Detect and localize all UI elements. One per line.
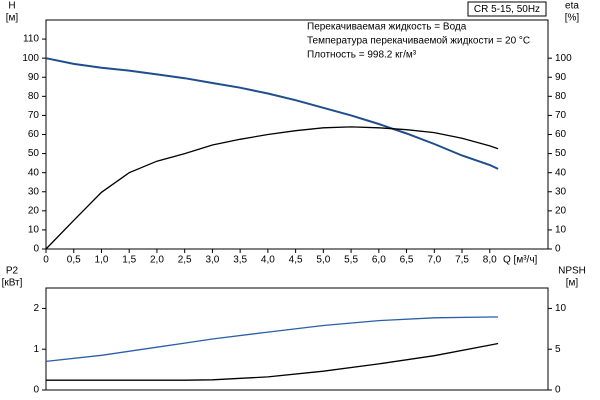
y2-tick-label: 30 (555, 186, 567, 197)
y2-axis-unit: [%] (565, 13, 580, 24)
series-line (45, 316, 499, 363)
y-tick-label: 0 (33, 385, 39, 396)
annotation: Температура перекачиваемой жидкости = 20… (307, 36, 530, 47)
y2-tick-label: 60 (555, 129, 567, 140)
y-tick-label: 20 (28, 205, 40, 216)
x-tick-label: 1,0 (95, 255, 109, 266)
y-axis-unit: [кВт] (2, 278, 23, 289)
plot-frame (45, 19, 549, 250)
y2-tick-label: 5 (555, 344, 561, 355)
x-tick-label: 1,5 (122, 255, 136, 266)
y-tick-label: 1 (33, 344, 39, 355)
y2-tick-label: 90 (555, 72, 567, 83)
y-tick-label: 70 (28, 110, 40, 121)
y2-tick-label: 0 (555, 385, 561, 396)
x-tick-label: 4,0 (261, 255, 275, 266)
x-tick-label: 5,0 (316, 255, 330, 266)
series-line (45, 126, 499, 250)
y2-tick-label: 10 (555, 225, 567, 236)
y2-tick-label: 10 (555, 303, 567, 314)
plot-frame (45, 287, 549, 391)
y-tick-label: 2 (33, 303, 39, 314)
x-tick-label: 7,5 (455, 255, 469, 266)
annotation: Плотность = 998.2 кг/м³ (307, 50, 417, 61)
y-tick-label: 100 (22, 53, 39, 64)
x-tick-label: 3,5 (233, 255, 247, 266)
y-tick-label: 80 (28, 91, 40, 102)
x-tick-label: 2,0 (150, 255, 164, 266)
x-tick-label: 4,5 (289, 255, 303, 266)
y2-tick-label: 70 (555, 110, 567, 121)
x-tick-label: 3,0 (205, 255, 219, 266)
y-tick-label: 0 (33, 244, 39, 255)
x-tick-label: 5,5 (344, 255, 358, 266)
y2-tick-label: 50 (555, 148, 567, 159)
model-box (467, 1, 547, 17)
y2-tick-label: 100 (555, 53, 572, 64)
y2-axis-label: NPSH (558, 266, 586, 277)
y-tick-label: 110 (23, 34, 39, 45)
series-line (46, 342, 499, 381)
y2-tick-label: 20 (555, 205, 567, 216)
y2-tick-label: 80 (555, 91, 567, 102)
y2-tick-label: 40 (555, 167, 567, 178)
y-axis-unit: [м] (6, 13, 19, 24)
y-tick-label: 40 (28, 167, 40, 178)
y-tick-label: 90 (28, 72, 40, 83)
x-tick-label: 6,0 (372, 255, 386, 266)
y-tick-label: 10 (28, 225, 40, 236)
x-tick-label: 0,5 (67, 255, 81, 266)
y-axis-label: P2 (6, 266, 19, 277)
x-tick-label: 7,0 (427, 255, 441, 266)
x-tick-label: 0 (43, 255, 49, 266)
y2-axis-unit: [м] (566, 278, 579, 289)
y-tick-label: 60 (28, 129, 40, 140)
y2-tick-label: 0 (555, 244, 561, 255)
annotation: Перекачиваемая жидкость = Вода (307, 22, 467, 33)
x-tick-label: 6,5 (400, 255, 414, 266)
model-label: CR 5-15, 50Hz (474, 4, 540, 15)
y-axis-label: H (8, 1, 15, 12)
series-line (45, 57, 499, 170)
x-axis-label: Q [м³/ч] (503, 255, 538, 266)
y-tick-label: 30 (28, 186, 40, 197)
x-tick-label: 8,0 (483, 255, 497, 266)
x-tick-label: 2,5 (178, 255, 192, 266)
y2-axis-label: eta (565, 1, 579, 12)
y-tick-label: 50 (28, 148, 40, 159)
